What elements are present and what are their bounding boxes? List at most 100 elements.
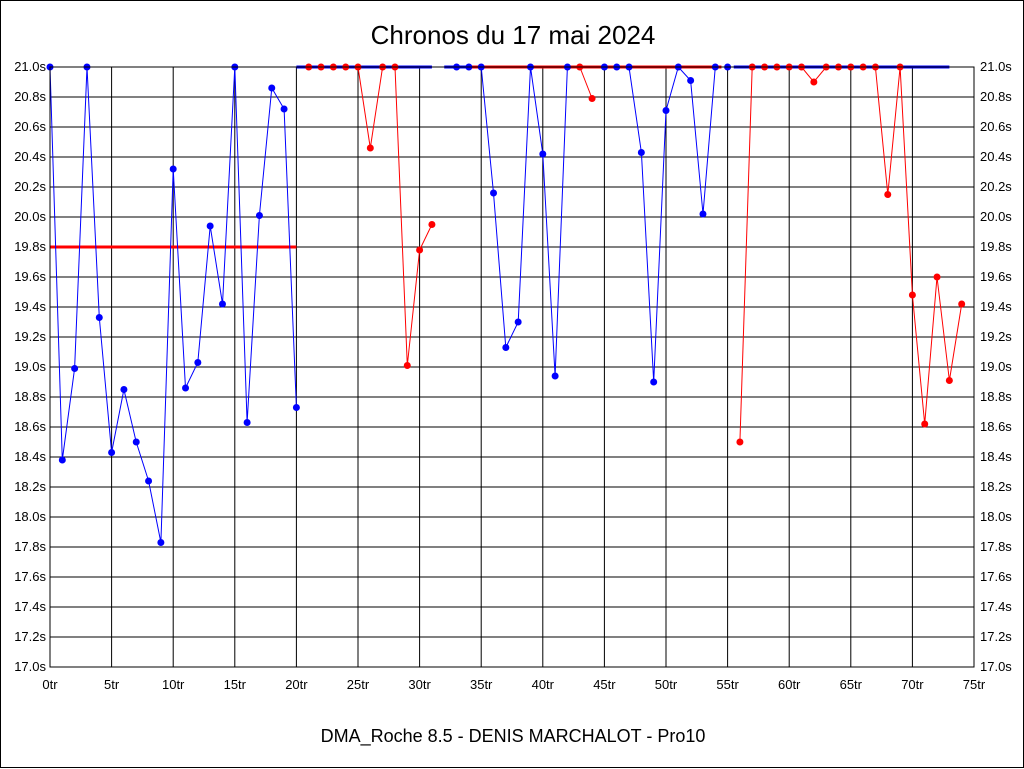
data-point [182,384,190,392]
data-point [502,344,510,351]
x-tick-label: 75tr [963,677,986,692]
data-point [169,165,177,173]
y-tick-label-left: 20.4s [14,149,46,164]
data-point [933,273,941,281]
x-tick-label: 60tr [778,677,801,692]
data-point [650,378,658,386]
y-tick-label-left: 19.2s [14,329,46,344]
y-tick-label-right: 21.0s [980,59,1012,74]
data-point [637,149,645,156]
y-tick-label-left: 18.2s [14,479,46,494]
data-point [120,386,128,393]
y-tick-label-right: 18.8s [980,389,1012,404]
y-tick-label-left: 19.4s [14,299,46,314]
y-tick-label-right: 20.6s [980,119,1012,134]
data-point [490,189,498,197]
data-point [921,420,929,428]
y-tick-label-right: 17.0s [980,659,1012,674]
data-point [132,438,140,446]
x-tick-label: 50tr [655,677,678,692]
data-point [884,191,892,198]
x-tick-label: 20tr [285,677,308,692]
y-tick-label-right: 18.6s [980,419,1012,434]
y-tick-label-left: 21.0s [14,59,46,74]
data-point [255,212,263,219]
y-tick-label-right: 19.2s [980,329,1012,344]
x-tick-label: 25tr [347,677,370,692]
data-point [416,246,424,254]
data-point [662,107,670,114]
data-point [736,438,744,446]
grid [49,66,975,668]
data-point [539,150,547,158]
x-tick-label: 40tr [532,677,555,692]
y-tick-label-left: 20.2s [14,179,46,194]
y-tick-label-right: 18.0s [980,509,1012,524]
y-tick-label-left: 19.0s [14,359,46,374]
y-tick-label-left: 17.2s [14,629,46,644]
data-point [366,144,374,152]
series-line [456,66,568,377]
x-tick-label: 35tr [470,677,493,692]
x-tick-label: 30tr [408,677,431,692]
y-tick-label-left: 18.0s [14,509,46,524]
x-tick-label: 10tr [162,677,185,692]
y-tick-label-left: 20.8s [14,89,46,104]
data-point [514,318,522,326]
series [46,63,966,546]
data-point [157,539,165,546]
y-tick-label-right: 20.2s [980,179,1012,194]
data-point [194,359,202,366]
y-tick-label-right: 20.0s [980,209,1012,224]
y-tick-label-right: 20.4s [980,149,1012,164]
data-point [243,419,251,426]
y-tick-label-right: 17.6s [980,569,1012,584]
data-point [280,105,288,113]
y-tick-label-right: 19.8s [980,239,1012,254]
data-point [58,456,66,464]
x-tick-label: 70tr [901,677,924,692]
data-point [95,314,103,321]
data-point [588,95,596,102]
series-line [308,66,433,366]
y-tick-label-left: 17.6s [14,569,46,584]
data-point [551,372,559,380]
data-point [428,221,436,228]
chart-title: Chronos du 17 mai 2024 [371,20,656,50]
y-tick-label-left: 20.6s [14,119,46,134]
y-tick-label-right: 19.6s [980,269,1012,284]
y-tick-label-left: 18.4s [14,449,46,464]
x-tick-label: 45tr [593,677,616,692]
data-point [206,222,214,230]
y-tick-label-left: 18.6s [14,419,46,434]
y-tick-label-left: 17.0s [14,659,46,674]
x-tick-label: 65tr [840,677,863,692]
y-tick-label-right: 18.2s [980,479,1012,494]
y-tick-label-right: 17.8s [980,539,1012,554]
data-point [958,300,966,308]
y-tick-label-left: 19.8s [14,239,46,254]
data-point [403,362,411,369]
data-point [268,84,276,92]
y-tick-label-left: 17.4s [14,599,46,614]
y-tick-label-right: 20.8s [980,89,1012,104]
y-tick-label-left: 20.0s [14,209,46,224]
plot-frame [49,66,975,668]
data-point [218,300,226,308]
data-point [945,377,953,384]
chart-subtitle: DMA_Roche 8.5 - DENIS MARCHALOT - Pro10 [321,726,706,747]
y-tick-label-left: 17.8s [14,539,46,554]
tick-labels: 17.0s 17.0s 17.2s 17.2s 17.4s 17.4s 17.6s 17.6s… [14,59,1012,692]
data-point [908,291,916,299]
y-tick-label-right: 18.4s [980,449,1012,464]
y-tick-label-right: 17.2s [980,629,1012,644]
y-tick-label-right: 19.4s [980,299,1012,314]
x-tick-label: 0tr [42,677,58,692]
data-point [292,404,300,411]
x-tick-label: 15tr [224,677,247,692]
data-point [108,449,116,456]
y-tick-label-right: 19.0s [980,359,1012,374]
y-tick-label-right: 17.4s [980,599,1012,614]
